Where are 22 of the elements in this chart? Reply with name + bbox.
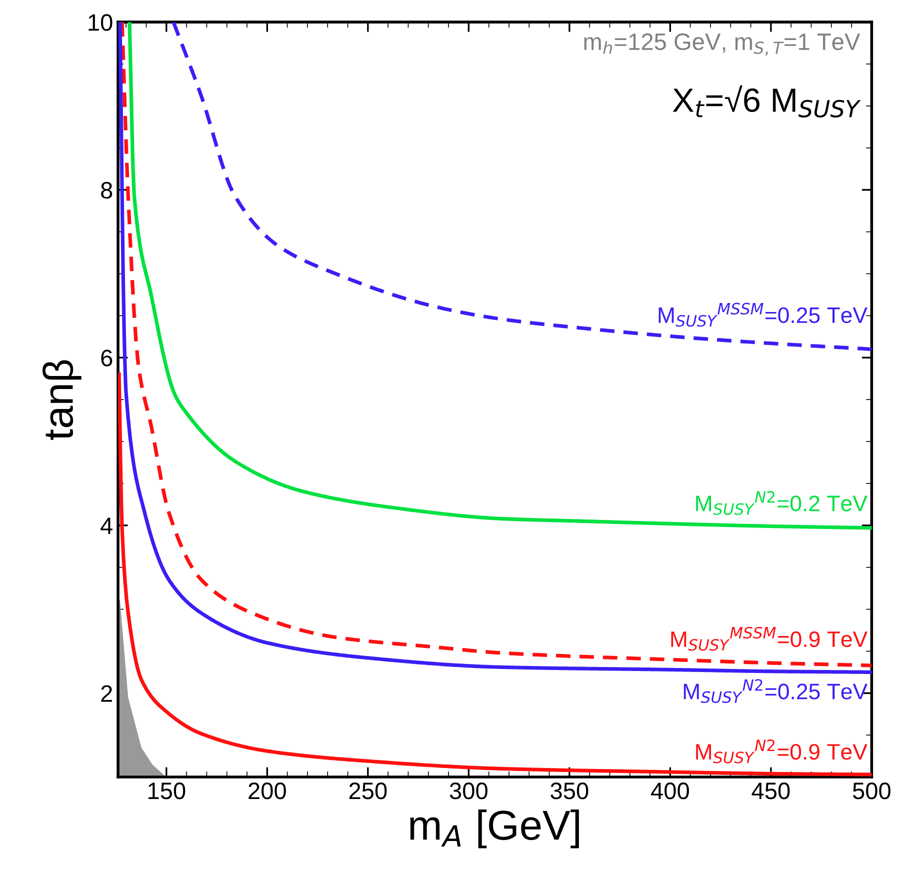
y-tick-label: 2 — [101, 685, 112, 702]
y-tick-label: 10 — [88, 14, 112, 31]
x-tick-label: 500 — [852, 782, 890, 800]
annotation: X$_{t}$=√6 M$_{SUSY}$ — [672, 85, 861, 118]
y-axis-title: tanβ — [42, 360, 82, 440]
series-label: M$_{SUSY}$$^{MSSM}$=0.9 TeV — [671, 626, 868, 651]
x-tick-label: 450 — [752, 782, 790, 800]
x-tick-label: 250 — [349, 782, 387, 800]
annotation: m$_{h}$=125 GeV, m$_{S,T}$=1 TeV — [584, 33, 860, 56]
series-label: M$_{SUSY}$$^{N2}$=0.9 TeV — [696, 739, 868, 764]
series-label: M$_{SUSY}$$^{N2}$=0.2 TeV — [696, 491, 868, 515]
y-tick-label: 6 — [101, 350, 112, 366]
series-label: M$_{SUSY}$$^{N2}$=0.25 TeV — [684, 679, 868, 704]
y-tick-label: 4 — [100, 518, 112, 534]
x-tick-label: 400 — [651, 782, 689, 800]
x-tick-label: 350 — [550, 782, 588, 800]
x-tick-label: 200 — [248, 782, 286, 800]
x-tick-label: 300 — [450, 782, 488, 800]
x-axis-title: m$_{A}$ [GeV] — [410, 809, 579, 848]
x-tick-label: 150 — [148, 782, 186, 800]
series-label: M$_{SUSY}$$^{MSSM}$=0.25 TeV — [658, 302, 868, 327]
y-tick-label: 8 — [101, 182, 112, 199]
